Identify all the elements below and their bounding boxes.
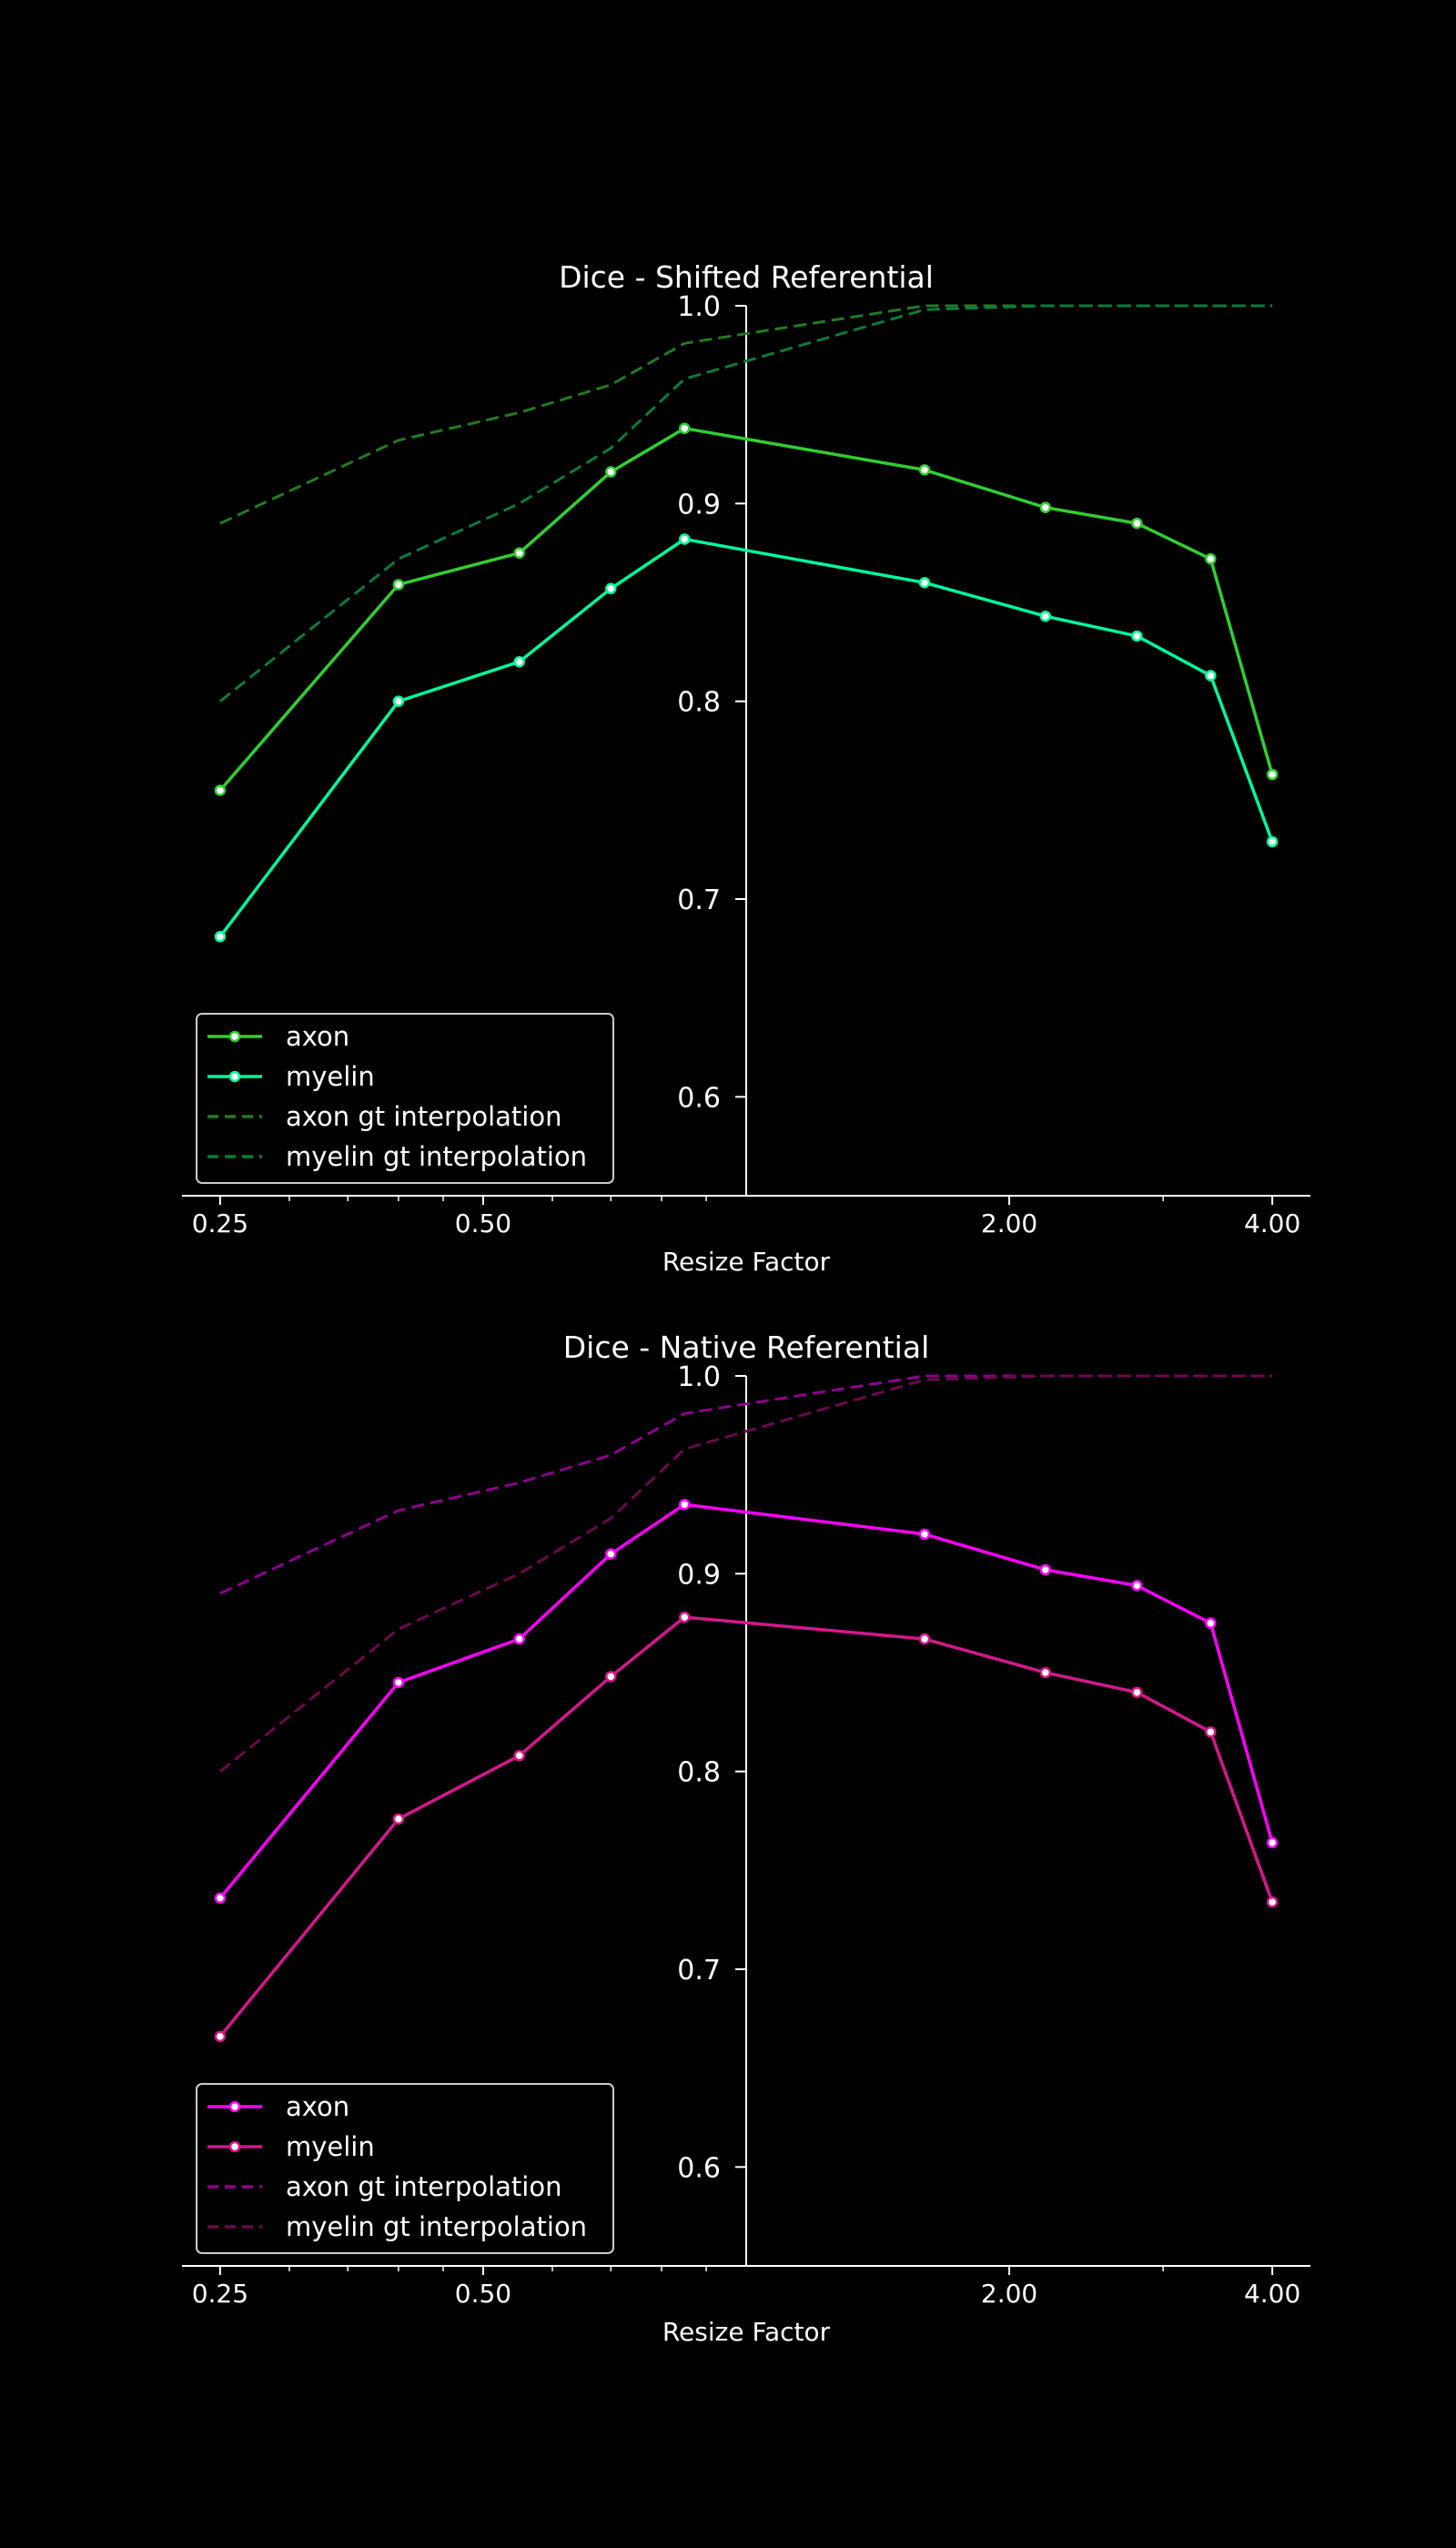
data-point [918,1528,931,1541]
data-point [1266,1836,1279,1849]
data-point [392,1813,405,1825]
y-tick-label: 0.9 [677,1559,721,1591]
legend-box [196,1013,614,1184]
series-line-myelin-gt-interpolation [218,1374,1273,1773]
y-tick-label: 0.7 [677,1955,721,1987]
data-point [605,466,617,478]
legend-label: myelin [286,2131,375,2162]
x-tick-label: 0.25 [192,1208,248,1239]
data-point [605,1548,617,1560]
data-point [918,464,931,476]
legend-label: myelin gt interpolation [286,1141,587,1172]
data-point [918,1633,931,1645]
chart-title: Dice - Native Referential [563,1330,929,1365]
data-point [1266,835,1279,848]
data-point [1131,517,1143,530]
data-point [392,695,405,707]
y-tick-label: 0.8 [677,687,721,719]
data-point [1266,768,1279,781]
legend: axon myelin axon gt interpolation myelin gt… [196,1013,614,1184]
legend-label: axon gt interpolation [286,2171,561,2202]
series-line-axon [218,426,1274,792]
x-axis-label: Resize Factor [662,2317,831,2347]
chart-2: Dice - Native Referential 0.25 0.50 2.00 4.0… [182,1330,1310,2347]
y-tick-label: 0.9 [677,489,721,521]
x-tick-label: 4.00 [1244,1208,1300,1239]
x-tick-label: 4.00 [1244,2279,1300,2309]
series-line-myelin [218,1615,1274,2038]
data-point [214,1892,227,1905]
data-point [214,784,227,796]
legend-box [196,2083,614,2254]
data-point [214,2030,227,2043]
data-point [1039,501,1052,513]
legend-marker [228,1070,241,1083]
data-point [678,1499,691,1511]
data-point [918,577,931,589]
data-point [513,547,525,559]
legend-marker [228,1030,241,1043]
data-point [678,533,691,545]
legend-marker [228,2100,241,2113]
data-point [1131,630,1143,642]
data-point [1039,1563,1052,1576]
data-point [513,1750,525,1762]
series-line-myelin-gt-interpolation [218,304,1273,703]
chart-1: Dice - Shifted Referential 0.25 0.50 2.00 4.… [182,259,1310,1277]
data-point [605,1671,617,1683]
x-tick-label: 2.00 [981,2279,1037,2309]
legend-label: axon [286,1021,349,1052]
data-point [678,1611,691,1623]
legend-label: axon gt interpolation [286,1101,561,1132]
legend-label: myelin [286,1061,375,1092]
data-point [1205,552,1217,565]
x-tick-label: 2.00 [981,1208,1037,1239]
data-point [678,422,691,434]
data-point [1039,1666,1052,1679]
data-point [1131,1686,1143,1698]
data-point [214,931,227,943]
y-tick-label: 1.0 [677,1361,721,1393]
x-axis-label: Resize Factor [662,1247,831,1277]
x-tick-label: 0.50 [455,2279,511,2309]
y-tick-label: 0.6 [677,1082,721,1114]
data-point [1205,670,1217,682]
series-line-myelin [218,537,1274,938]
legend: axon myelin axon gt interpolation myelin gt… [196,2083,614,2254]
y-tick-label: 0.7 [677,885,721,916]
legend-label: myelin gt interpolation [286,2211,587,2242]
data-point [1039,610,1052,622]
data-point [513,655,525,668]
data-point [605,582,617,595]
legend-label: axon [286,2091,349,2122]
data-point [392,579,405,591]
legend-marker [228,2140,241,2153]
data-point [1205,1617,1217,1629]
data-point [1266,1896,1279,1908]
series-line-axon-gt-interpolation [219,304,1273,525]
data-point [1205,1725,1217,1738]
x-tick-label: 0.25 [192,2279,248,2309]
y-tick-label: 0.6 [677,2152,721,2184]
data-point [1131,1580,1143,1592]
series-line-axon [218,1502,1274,1899]
series-line-axon-gt-interpolation [219,1374,1273,1595]
data-point [513,1633,525,1645]
chart-title: Dice - Shifted Referential [559,259,934,295]
x-tick-label: 0.50 [455,1208,511,1239]
y-tick-label: 0.8 [677,1757,721,1789]
y-tick-label: 1.0 [677,291,721,323]
data-point [392,1676,405,1689]
